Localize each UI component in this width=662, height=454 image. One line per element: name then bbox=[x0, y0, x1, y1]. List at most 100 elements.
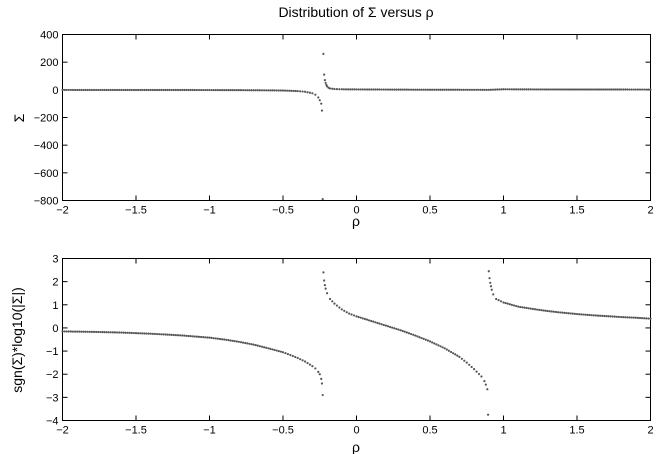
top-x-axis-label: ρ bbox=[352, 213, 360, 229]
top-data-point bbox=[620, 88, 623, 91]
bottom-data-point bbox=[335, 304, 338, 307]
top-data-point bbox=[628, 88, 631, 91]
top-y-tick-label: 0 bbox=[52, 85, 58, 97]
bottom-data-point bbox=[523, 306, 526, 309]
bottom-data-point bbox=[328, 297, 332, 301]
top-data-point bbox=[299, 90, 302, 93]
top-data-point bbox=[368, 88, 371, 91]
top-data-point bbox=[525, 88, 528, 91]
top-data-point bbox=[410, 88, 413, 91]
top-data-point bbox=[456, 88, 459, 91]
top-data-point bbox=[539, 88, 543, 91]
top-data-point bbox=[197, 88, 201, 92]
top-x-tick-label: −0.5 bbox=[272, 205, 294, 217]
bottom-data-point bbox=[281, 351, 285, 354]
bottom-data-point bbox=[103, 331, 106, 334]
top-data-point bbox=[349, 88, 352, 91]
top-data-point bbox=[531, 88, 535, 91]
bottom-data-points bbox=[61, 270, 652, 416]
bottom-data-point bbox=[183, 334, 186, 337]
top-data-point bbox=[284, 89, 287, 92]
bottom-data-point bbox=[126, 331, 129, 334]
top-data-point bbox=[296, 89, 299, 93]
top-data-point bbox=[372, 88, 375, 91]
top-data-point bbox=[466, 88, 469, 91]
top-plot-frame bbox=[62, 34, 651, 201]
bottom-data-point bbox=[333, 302, 336, 305]
top-data-point bbox=[143, 88, 146, 92]
top-data-point bbox=[273, 89, 276, 92]
top-data-point bbox=[97, 88, 100, 92]
top-data-point bbox=[441, 88, 444, 91]
bottom-data-point bbox=[172, 333, 175, 337]
top-x-tick-label: 0.5 bbox=[422, 205, 437, 217]
bottom-data-point bbox=[137, 332, 140, 335]
top-y-ticks: −800 −600 −400 −200 0 200 400 bbox=[34, 30, 651, 208]
bottom-y-tick-label: 3 bbox=[52, 254, 58, 266]
bottom-data-point bbox=[488, 277, 491, 280]
bottom-data-point bbox=[260, 345, 264, 348]
top-data-point bbox=[74, 88, 77, 92]
top-data-point bbox=[279, 89, 282, 92]
top-data-point bbox=[363, 88, 366, 91]
bottom-data-point bbox=[477, 372, 481, 376]
top-data-point bbox=[242, 89, 245, 92]
bottom-data-point bbox=[78, 330, 81, 333]
top-data-point bbox=[78, 88, 81, 92]
top-data-point bbox=[166, 88, 169, 92]
top-data-point bbox=[418, 88, 421, 91]
bottom-data-point bbox=[506, 302, 509, 305]
bottom-data-point bbox=[376, 321, 379, 325]
top-x-tick-label: −2 bbox=[56, 205, 69, 217]
top-data-point bbox=[351, 88, 354, 91]
top-data-point bbox=[246, 89, 249, 92]
top-data-point bbox=[577, 88, 581, 91]
bottom-data-point bbox=[447, 349, 450, 352]
bottom-data-point bbox=[626, 316, 629, 319]
top-data-point bbox=[624, 88, 627, 91]
bottom-data-point bbox=[231, 339, 234, 342]
bottom-data-point bbox=[405, 331, 408, 334]
top-data-point bbox=[433, 88, 436, 91]
bottom-data-point bbox=[212, 337, 215, 340]
bottom-data-point bbox=[317, 370, 320, 373]
top-data-point bbox=[281, 89, 285, 92]
top-data-point bbox=[447, 88, 450, 91]
top-data-point bbox=[286, 89, 289, 92]
bottom-data-point bbox=[306, 361, 309, 365]
bottom-data-point bbox=[69, 330, 72, 333]
bottom-data-point bbox=[465, 361, 468, 364]
bottom-data-point bbox=[147, 332, 150, 335]
top-data-point bbox=[141, 88, 144, 92]
top-data-point bbox=[324, 81, 327, 85]
bottom-data-point bbox=[414, 334, 417, 337]
bottom-data-point bbox=[393, 327, 396, 330]
bottom-data-point bbox=[569, 312, 572, 315]
top-data-point bbox=[506, 88, 509, 91]
bottom-data-point bbox=[216, 337, 219, 340]
top-x-tick-label: 1.5 bbox=[569, 205, 584, 217]
top-data-point bbox=[384, 88, 387, 91]
bottom-data-point bbox=[202, 336, 205, 339]
top-data-point bbox=[331, 87, 334, 90]
top-data-point bbox=[649, 88, 652, 91]
top-data-point bbox=[422, 88, 425, 91]
top-data-point bbox=[479, 88, 482, 91]
top-data-point bbox=[420, 88, 423, 91]
top-data-point bbox=[292, 89, 295, 93]
bottom-data-point bbox=[632, 316, 635, 319]
top-data-point bbox=[545, 88, 549, 91]
top-data-point bbox=[210, 88, 213, 92]
bottom-data-point bbox=[486, 388, 489, 391]
top-data-point bbox=[191, 88, 194, 92]
top-data-point bbox=[431, 88, 434, 91]
bottom-data-point bbox=[470, 365, 473, 369]
top-data-point bbox=[365, 88, 369, 91]
bottom-data-point bbox=[554, 310, 558, 314]
top-data-point bbox=[593, 88, 597, 91]
bottom-data-point bbox=[218, 337, 222, 341]
top-data-point bbox=[407, 88, 411, 91]
bottom-data-point bbox=[437, 344, 440, 347]
top-data-point bbox=[267, 89, 270, 92]
top-data-point bbox=[99, 88, 102, 92]
